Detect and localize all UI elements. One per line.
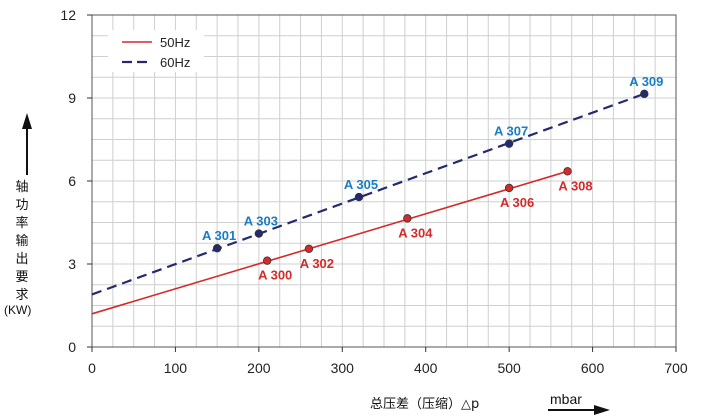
data-label: A 300 [258, 268, 292, 283]
legend-label: 50Hz [160, 35, 190, 50]
series-line-50Hz [91, 170, 568, 315]
data-point [563, 167, 572, 176]
x-tick-label: 600 [581, 360, 605, 376]
series-60Hz: A 301 A 303 A 305 A 307 A 309 [91, 74, 663, 296]
legend: 50Hz 60Hz [108, 30, 204, 72]
data-label: A 303 [244, 214, 278, 229]
y-axis-label-char: 率 [15, 216, 29, 231]
data-label: A 302 [300, 256, 334, 271]
data-point [254, 229, 264, 238]
y-axis-label-char: 功 [15, 198, 29, 213]
y-tick-label: 6 [68, 173, 76, 189]
x-tick-label: 500 [497, 360, 521, 376]
series-line-60Hz [91, 92, 645, 296]
axis-arrows [22, 113, 610, 415]
y-tick-label: 9 [68, 90, 76, 106]
y-axis-label-char: 出 [15, 252, 29, 267]
x-tick-label: 700 [664, 360, 688, 376]
series-layer: A 300 A 302 A 304 A 306 A 308 A 301 A 303 A 305… [91, 74, 663, 315]
x-tick-label: 200 [247, 360, 271, 376]
data-point [354, 192, 364, 202]
axes: 0 100 200 300 400 500 600 700 0 3 6 9 12 [60, 7, 687, 376]
x-tick-label: 100 [164, 360, 188, 376]
x-tick-label: 400 [414, 360, 438, 376]
data-point [504, 139, 514, 148]
y-tick-label: 3 [68, 256, 76, 272]
data-point [403, 214, 412, 223]
y-axis-label-char: 求 [15, 288, 29, 303]
data-label: A 307 [494, 124, 528, 139]
data-label: A 308 [558, 178, 592, 193]
y-axis-label-char: 输 [15, 234, 29, 249]
x-tick-label: 0 [88, 360, 96, 376]
y-tick-label: 0 [68, 339, 76, 355]
data-point [640, 89, 649, 99]
data-label: A 309 [629, 74, 663, 89]
data-point [212, 244, 222, 253]
y-arrow-head [22, 113, 32, 129]
x-axis-label: 总压差（压缩）△p [370, 397, 480, 412]
data-point [304, 244, 314, 253]
x-arrow-head [594, 405, 610, 415]
data-label: A 304 [398, 225, 433, 240]
y-axis-label-char: 轴 [15, 180, 29, 195]
y-tick-label: 12 [60, 7, 76, 23]
legend-label: 60Hz [160, 55, 190, 70]
data-point [263, 256, 272, 265]
data-label: A 306 [500, 195, 534, 210]
y-axis-label-char: 要 [15, 270, 29, 285]
x-tick-label: 300 [331, 360, 355, 376]
series-50Hz: A 300 A 302 A 304 A 306 A 308 [91, 167, 593, 315]
data-point [504, 183, 514, 193]
x-axis-unit: mbar [550, 391, 582, 407]
data-label: A 301 [202, 228, 236, 243]
y-axis-unit: (KW) [4, 303, 32, 317]
legend-box [108, 30, 204, 72]
data-label: A 305 [344, 177, 378, 192]
